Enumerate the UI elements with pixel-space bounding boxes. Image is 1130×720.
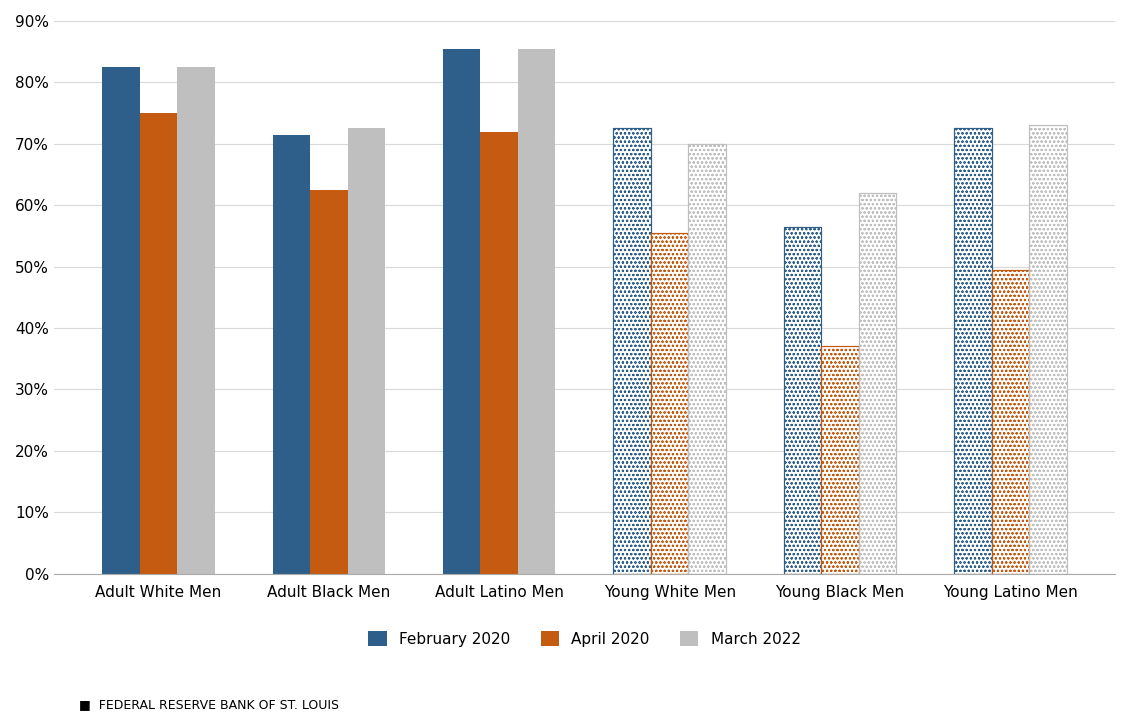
Bar bbox=[822, 346, 859, 574]
Bar bbox=[1029, 125, 1067, 574]
Bar bbox=[992, 270, 1029, 574]
Bar bbox=[348, 128, 385, 574]
Bar bbox=[859, 193, 896, 574]
Text: ■  FEDERAL RESERVE BANK OF ST. LOUIS: ■ FEDERAL RESERVE BANK OF ST. LOUIS bbox=[79, 698, 339, 711]
Bar bbox=[443, 49, 480, 574]
Bar bbox=[859, 193, 896, 574]
Bar bbox=[651, 233, 688, 574]
Bar bbox=[310, 190, 348, 574]
Bar bbox=[614, 128, 651, 574]
Bar bbox=[822, 346, 859, 574]
Bar bbox=[651, 233, 688, 574]
Bar bbox=[140, 113, 177, 574]
Bar bbox=[1029, 125, 1067, 574]
Bar bbox=[272, 135, 310, 574]
Bar bbox=[518, 49, 556, 574]
Bar bbox=[102, 67, 140, 574]
Bar bbox=[688, 144, 725, 574]
Bar bbox=[784, 227, 822, 574]
Bar bbox=[954, 128, 992, 574]
Legend: February 2020, April 2020, March 2022: February 2020, April 2020, March 2022 bbox=[360, 623, 808, 654]
Bar bbox=[784, 227, 822, 574]
Bar bbox=[614, 128, 651, 574]
Bar bbox=[177, 67, 215, 574]
Bar bbox=[480, 132, 518, 574]
Bar bbox=[992, 270, 1029, 574]
Bar bbox=[954, 128, 992, 574]
Bar bbox=[688, 144, 725, 574]
